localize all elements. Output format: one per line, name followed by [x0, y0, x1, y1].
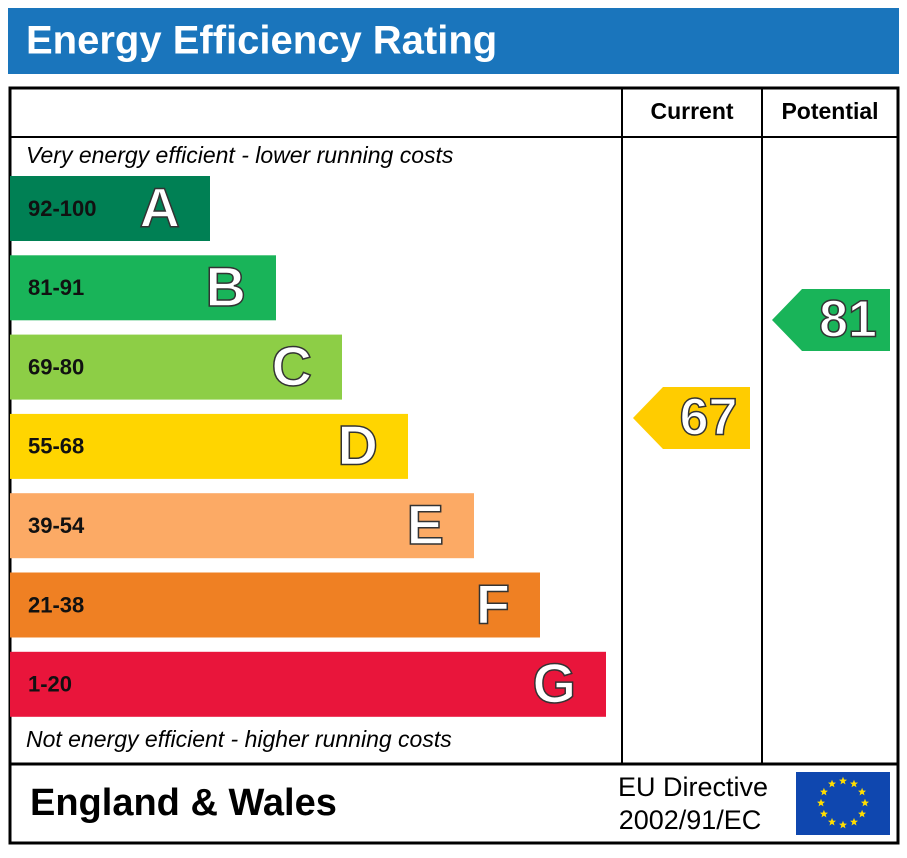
band-letter: F — [476, 572, 510, 635]
eu-flag — [796, 772, 890, 835]
band — [10, 255, 276, 321]
star — [820, 787, 828, 796]
band-letter: D — [338, 414, 378, 477]
star — [858, 809, 866, 818]
band-range: 1-20 — [28, 672, 72, 697]
region: England & Wales — [30, 782, 337, 824]
potential-header: Potential — [781, 98, 878, 124]
band-range: 81-91 — [28, 275, 84, 300]
band — [10, 176, 210, 241]
top-note: Very energy efficient - lower running co… — [26, 142, 454, 168]
star — [820, 809, 828, 818]
star — [828, 817, 836, 826]
title-bar — [8, 8, 899, 74]
band-letter: G — [532, 652, 576, 715]
star — [828, 779, 836, 788]
star — [817, 798, 825, 807]
band-range: 92-100 — [28, 196, 97, 221]
rating-value: 81 — [819, 291, 877, 349]
band — [10, 651, 606, 717]
band — [10, 413, 408, 479]
band — [10, 493, 474, 559]
bottom-note: Not energy efficient - higher running co… — [26, 726, 452, 752]
band-range: 21-38 — [28, 592, 84, 617]
rating-arrow — [772, 289, 890, 351]
band — [10, 572, 540, 638]
star — [839, 820, 847, 829]
band-letter: A — [140, 176, 180, 239]
band-letter: E — [407, 493, 444, 556]
band-range: 55-68 — [28, 434, 84, 459]
star — [839, 776, 847, 785]
current-header: Current — [650, 98, 733, 124]
band-range: 39-54 — [28, 513, 85, 538]
directive: EU Directive — [618, 772, 768, 802]
star — [858, 787, 866, 796]
band-letter: B — [206, 255, 246, 318]
star — [861, 798, 869, 807]
directive: 2002/91/EC — [619, 805, 762, 835]
star — [850, 817, 858, 826]
band-range: 69-80 — [28, 354, 84, 379]
rating-arrow — [633, 387, 750, 449]
star — [850, 779, 858, 788]
title: Energy Efficiency Rating — [26, 19, 497, 63]
rating-value: 67 — [680, 389, 738, 447]
band — [10, 334, 342, 400]
band-letter: C — [272, 334, 312, 397]
